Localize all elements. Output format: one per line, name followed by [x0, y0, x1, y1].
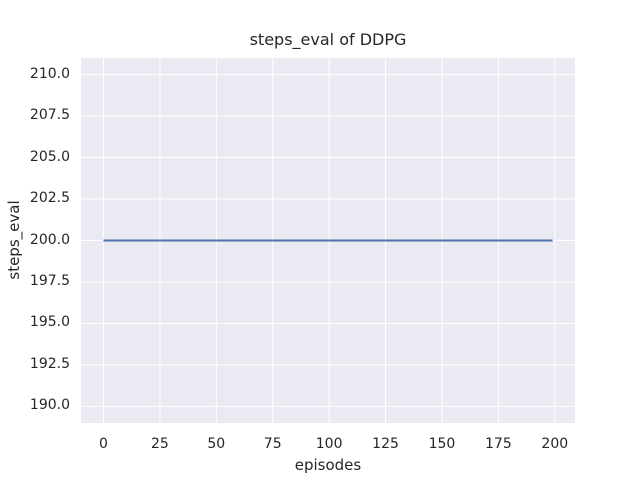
- y-tick-label: 200.0: [29, 231, 70, 248]
- y-tick-label: 210.0: [29, 65, 70, 82]
- x-tick-label: 175: [485, 436, 512, 452]
- x-tick-label: 50: [207, 436, 226, 452]
- x-tick-label: 25: [150, 436, 169, 452]
- x-tick-label: 100: [315, 436, 343, 452]
- y-tick-label: 207.5: [29, 107, 70, 124]
- chart-title: steps_eval of DDPG: [249, 30, 407, 49]
- x-tick-label: 125: [372, 436, 399, 452]
- y-tick-label: 197.5: [29, 272, 70, 289]
- y-tick-label: 192.5: [29, 355, 70, 372]
- x-tick-label: 200: [541, 436, 569, 452]
- y-tick-label: 202.5: [29, 190, 70, 207]
- y-tick-label: 195.0: [29, 314, 70, 331]
- x-axis-label: episodes: [294, 456, 362, 474]
- x-tick-label: 0: [98, 436, 108, 452]
- x-tick-label: 150: [428, 436, 456, 452]
- y-tick-label: 190.0: [29, 397, 70, 414]
- y-tick-label: 205.0: [29, 148, 70, 165]
- x-tick-label: 75: [263, 436, 282, 452]
